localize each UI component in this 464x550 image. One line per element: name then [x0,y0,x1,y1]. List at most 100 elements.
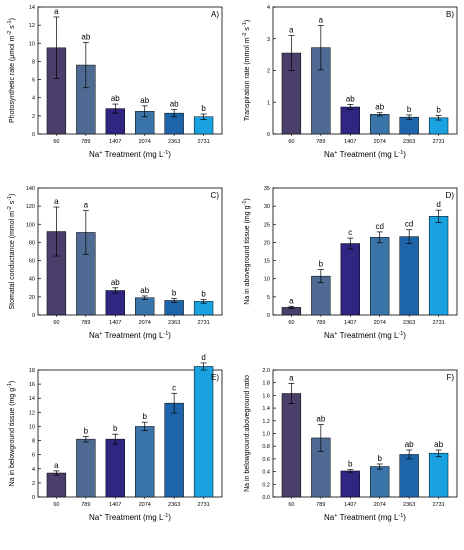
label-text: ) [244,198,251,200]
bar [164,300,184,316]
label-superscript: + [334,331,337,337]
significance-letter: b [348,460,353,469]
y-tick-label: 6 [32,453,35,459]
x-tick-label: 2731 [197,139,209,145]
label-text: ) [9,18,16,20]
x-tick-label: 60 [53,320,59,326]
bar [105,290,125,316]
y-tick-label: 5 [267,295,270,301]
x-tick-label: 2731 [197,320,209,326]
y-tick-label: 4 [32,96,35,102]
y-tick-label: 140 [26,186,35,192]
significance-letter: a [54,7,59,16]
bar [340,243,360,316]
bar [370,114,390,135]
label-text: Na in belowground:aboveground ratio [244,375,251,492]
y-tick-label: 0 [32,132,35,138]
label-superscript: -1 [242,201,248,206]
x-tick-label: 789 [81,320,90,326]
label-superscript: -1 [7,20,13,25]
significance-letter: ab [405,440,414,449]
bar [428,452,449,498]
y-tick-label: 3 [267,37,270,43]
label-text: Na [89,513,100,522]
y-tick-label: 25 [264,222,270,228]
y-tick-label: 20 [264,240,270,246]
label-superscript: -1 [398,331,403,337]
x-tick-label: 60 [53,502,59,508]
x-tick-label: 60 [288,139,294,145]
label-superscript: -2 [242,33,248,38]
label-superscript: -1 [163,331,168,337]
label-text: ) [9,193,16,195]
significance-letter: a [84,201,89,210]
label-superscript: + [99,331,102,337]
significance-letter: ab [111,94,120,103]
y-tick-label: 1.4 [262,406,270,412]
chart-panel-2: 0 1 2 3 4 a 60 a 789 ab 1407 ab 2074 b 2363 b 2731 B) Na+ … [242,5,458,159]
x-tick-label: 2731 [432,139,444,145]
y-axis-label: Transpiration rate (mmol m-2 s-1) [242,20,251,121]
x-axis-label: Na+ Treatment (mg L-1) [89,513,171,522]
y-tick-label: 0 [267,132,270,138]
plot-frame [37,6,223,135]
y-tick-label: 14 [29,396,35,402]
label-superscript: + [99,513,102,519]
label-text: ) [9,381,16,383]
panel-label: E) [211,373,219,382]
panel-label: B) [446,10,454,19]
y-tick-label: 0.0 [262,495,270,501]
significance-letter: b [407,105,412,114]
y-tick-label: 0.4 [262,470,270,476]
y-tick-label: 16 [29,382,35,388]
label-text: Treatment (mg L [102,150,163,159]
label-text: ) [403,150,406,159]
significance-letter: a [289,296,294,305]
significance-letter: b [142,412,147,421]
significance-letter: b [113,424,118,433]
x-tick-label: 2731 [432,320,444,326]
y-tick-label: 0 [267,313,270,319]
label-text: ) [168,150,171,159]
x-tick-label: 2363 [403,139,415,145]
significance-letter: b [84,426,89,435]
label-superscript: -1 [398,513,403,519]
y-tick-label: 40 [29,277,35,283]
label-text: ) [244,20,251,22]
y-axis-label: Na in belowground:aboveground ratio [244,375,251,492]
y-axis-label: Na in aboveground tissue (mg g-1) [242,198,251,304]
panel-label: A) [211,10,219,19]
label-superscript: -1 [163,150,168,156]
significance-letter: a [54,461,59,470]
label-text: Treatment (mg L [102,513,163,522]
y-tick-label: 2.0 [262,368,270,374]
label-text: ) [168,513,171,522]
bar [135,297,155,316]
significance-letter: c [172,383,176,392]
y-axis-label: Photosynthetic rate (μmol m-2 s-1) [7,18,16,123]
y-tick-label: 1.2 [262,419,270,425]
x-axis-label: Na+ Treatment (mg L-1) [89,150,171,159]
x-tick-label: 2731 [432,502,444,508]
bar [340,106,360,135]
y-tick-label: 2 [32,481,35,487]
chart-panel-5: 0 2 4 6 8 10 12 14 16 18 a 60 b 789 b 1407 b 2074 c 2363 d 27… [7,353,223,522]
significance-letter: c [348,228,352,237]
label-superscript: -1 [398,150,403,156]
significance-letter: cd [375,222,383,231]
label-text: Na [324,331,335,340]
significance-letter: ab [111,278,120,287]
x-tick-label: 2363 [403,502,415,508]
y-tick-label: 2 [267,69,270,75]
x-tick-label: 2363 [168,139,180,145]
x-axis-label: Na+ Treatment (mg L-1) [324,150,406,159]
bar [370,237,390,316]
label-text: ) [168,331,171,340]
label-text: Na in belowground tissue (mg g [9,388,16,487]
significance-letter: ab [170,100,179,109]
x-tick-label: 789 [316,320,325,326]
y-tick-label: 2 [32,114,35,120]
x-tick-label: 789 [81,502,90,508]
significance-letter: a [54,197,59,206]
